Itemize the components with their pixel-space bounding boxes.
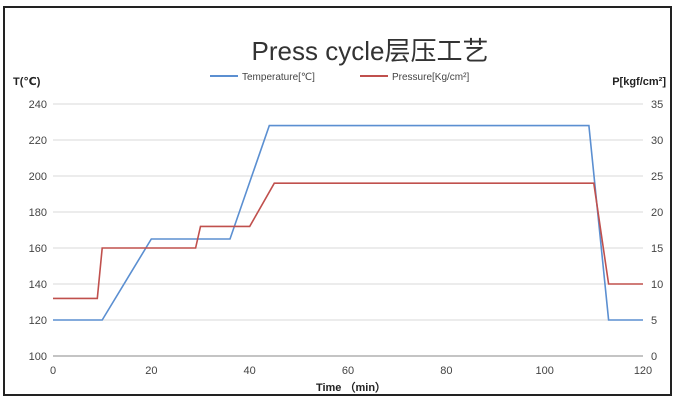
- x-tick-label: 20: [145, 365, 157, 377]
- right-tick-label: 15: [651, 243, 663, 255]
- left-tick-label: 140: [29, 279, 47, 291]
- right-tick-label: 30: [651, 135, 663, 147]
- right-tick-label: 5: [651, 315, 657, 327]
- series-line-temperature: [53, 124, 643, 321]
- series-line-pressure: [53, 182, 643, 300]
- left-tick-label: 240: [29, 99, 47, 111]
- x-axis-label: Time （min）: [316, 381, 386, 394]
- left-tick-label: 160: [29, 243, 47, 255]
- x-tick-label: 120: [634, 365, 652, 377]
- right-tick-label: 20: [651, 207, 663, 219]
- legend-entry: Temperature[℃]: [242, 72, 315, 83]
- right-tick-label: 25: [651, 171, 663, 183]
- right-tick-label: 35: [651, 99, 663, 111]
- legend-entry: Pressure[Kg/cm²]: [392, 72, 469, 83]
- left-axis-label: T(℃): [13, 76, 41, 88]
- tick-labels: 100 120 140 160 180 200 220 240 0 5 10 15 20 25 30 35 0 2…: [29, 99, 664, 377]
- left-tick-label: 100: [29, 351, 47, 363]
- right-tick-label: 10: [651, 279, 663, 291]
- grid-lines: [53, 103, 643, 357]
- left-tick-label: 120: [29, 315, 47, 327]
- x-tick-label: 40: [244, 365, 256, 377]
- right-tick-label: 0: [651, 351, 657, 363]
- left-tick-label: 180: [29, 207, 47, 219]
- left-tick-label: 200: [29, 171, 47, 183]
- line-chart: Press cycle层压工艺 Temperature[℃] Pressure[K…: [13, 36, 666, 394]
- x-tick-label: 60: [342, 365, 354, 377]
- left-tick-label: 220: [29, 135, 47, 147]
- series-lines: [53, 124, 643, 321]
- chart-title: Press cycle层压工艺: [252, 36, 489, 66]
- x-tick-label: 80: [440, 365, 452, 377]
- chart-frame: Press cycle层压工艺 Temperature[℃] Pressure[K…: [3, 6, 672, 396]
- legend: Temperature[℃] Pressure[Kg/cm²]: [210, 72, 469, 83]
- right-axis-label: P[kgf/cm²]: [612, 76, 666, 88]
- x-tick-label: 0: [50, 365, 56, 377]
- x-tick-label: 100: [535, 365, 553, 377]
